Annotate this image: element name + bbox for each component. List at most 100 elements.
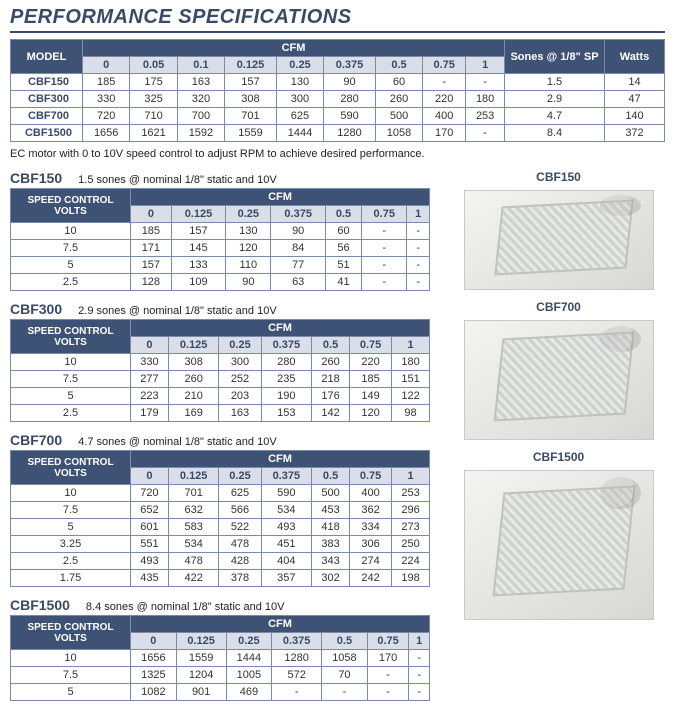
watts-cell: 372 [605,125,665,142]
data-cell: 357 [261,570,312,587]
watts-cell: 47 [605,91,665,108]
table-row: 7.5652632566534453362296 [11,502,430,519]
data-cell: - [407,223,430,240]
data-cell: - [367,667,409,684]
volts-cell: 10 [11,650,131,667]
data-cell: 652 [131,502,169,519]
sones-cell: 8.4 [505,125,605,142]
cfm-col-header: 0.125 [176,633,226,650]
cfm-col-header: 0.5 [375,57,422,74]
volts-cell: 3.25 [11,536,131,553]
data-cell: 493 [261,519,312,536]
product-image-label: CBF150 [536,170,581,184]
model-cell: CBF700 [11,108,83,125]
sones-cell: 2.9 [505,91,605,108]
model-cell: CBF300 [11,91,83,108]
data-cell: 179 [131,405,169,422]
cfm-col-header: 1 [392,468,430,485]
sub-table: SPEED CONTROL VOLTSCFM00.1250.250.3750.5… [10,188,430,291]
data-cell: 145 [171,240,225,257]
data-cell: 223 [131,388,169,405]
data-cell: 109 [171,274,225,291]
data-cell: 260 [375,91,422,108]
model-cell: CBF150 [11,74,83,91]
data-cell: 478 [168,553,219,570]
data-cell: 1656 [131,650,177,667]
sub-tables-column: CBF1501.5 sones @ nominal 1/8" static an… [10,170,440,711]
volts-cell: 1.75 [11,570,131,587]
data-cell: - [362,274,407,291]
sub-table-block: CBF1501.5 sones @ nominal 1/8" static an… [10,170,440,291]
data-cell: 625 [219,485,261,502]
data-cell: 720 [131,485,169,502]
data-cell: - [423,74,466,91]
data-cell: 242 [349,570,391,587]
data-cell: 90 [226,274,271,291]
data-cell: 1005 [226,667,272,684]
data-cell: - [466,74,505,91]
cfm-col-header: 0.5 [312,468,350,485]
data-cell: 435 [131,570,169,587]
data-cell: 142 [312,405,350,422]
data-cell: - [407,257,430,274]
data-cell: - [407,274,430,291]
data-cell: 149 [349,388,391,405]
data-cell: 169 [168,405,219,422]
data-cell: 330 [131,354,169,371]
sub-model-label: CBF150 [10,170,62,186]
data-cell: 220 [423,91,466,108]
data-cell: 308 [225,91,277,108]
data-cell: 590 [324,108,376,125]
cfm-col-header: 0.1 [177,57,224,74]
data-cell: 210 [168,388,219,405]
data-cell: 77 [271,257,325,274]
data-cell: 260 [312,354,350,371]
cfm-col-header: 0.375 [261,337,312,354]
cfm-col-header: 0 [131,337,169,354]
page-title: PERFORMANCE SPECIFICATIONS [10,6,665,29]
data-cell: 1559 [176,650,226,667]
table-row: 101851571309060-- [11,223,430,240]
data-cell: 302 [312,570,350,587]
data-cell: 280 [261,354,312,371]
data-cell: 404 [261,553,312,570]
data-cell: 120 [226,240,271,257]
data-cell: 163 [219,405,261,422]
data-cell: 1444 [276,125,323,142]
cfm-col-header: 0.75 [423,57,466,74]
cfm-col-header: 0.25 [219,468,261,485]
data-cell: 170 [423,125,466,142]
data-cell: 163 [177,74,224,91]
data-cell: 583 [168,519,219,536]
data-cell: 1444 [226,650,272,667]
watts-cell: 140 [605,108,665,125]
col-volts: SPEED CONTROL VOLTS [11,189,131,223]
data-cell: 320 [177,91,224,108]
sub-table: SPEED CONTROL VOLTSCFM00.1250.250.3750.5… [10,615,430,701]
table-row: 10330308300280260220180 [11,354,430,371]
data-cell: 453 [312,502,350,519]
cfm-col-header: 0 [131,206,172,223]
table-row: CBF1501851751631571309060--1.514 [11,74,665,91]
volts-cell: 7.5 [11,371,131,388]
data-cell: 418 [312,519,350,536]
product-image [464,470,654,620]
data-cell: - [362,240,407,257]
data-cell: - [466,125,505,142]
sones-cell: 1.5 [505,74,605,91]
data-cell: 253 [466,108,505,125]
data-cell: 343 [312,553,350,570]
cfm-col-header: 0.25 [226,633,272,650]
title-rule [10,31,665,33]
data-cell: 273 [392,519,430,536]
data-cell: 110 [226,257,271,274]
data-cell: 130 [276,74,323,91]
data-cell: 130 [226,223,271,240]
col-cfm: CFM [131,320,430,337]
data-cell: 428 [219,553,261,570]
data-cell: 176 [312,388,350,405]
data-cell: 180 [392,354,430,371]
data-cell: 260 [168,371,219,388]
data-cell: 1082 [131,684,177,701]
data-cell: 185 [131,223,172,240]
